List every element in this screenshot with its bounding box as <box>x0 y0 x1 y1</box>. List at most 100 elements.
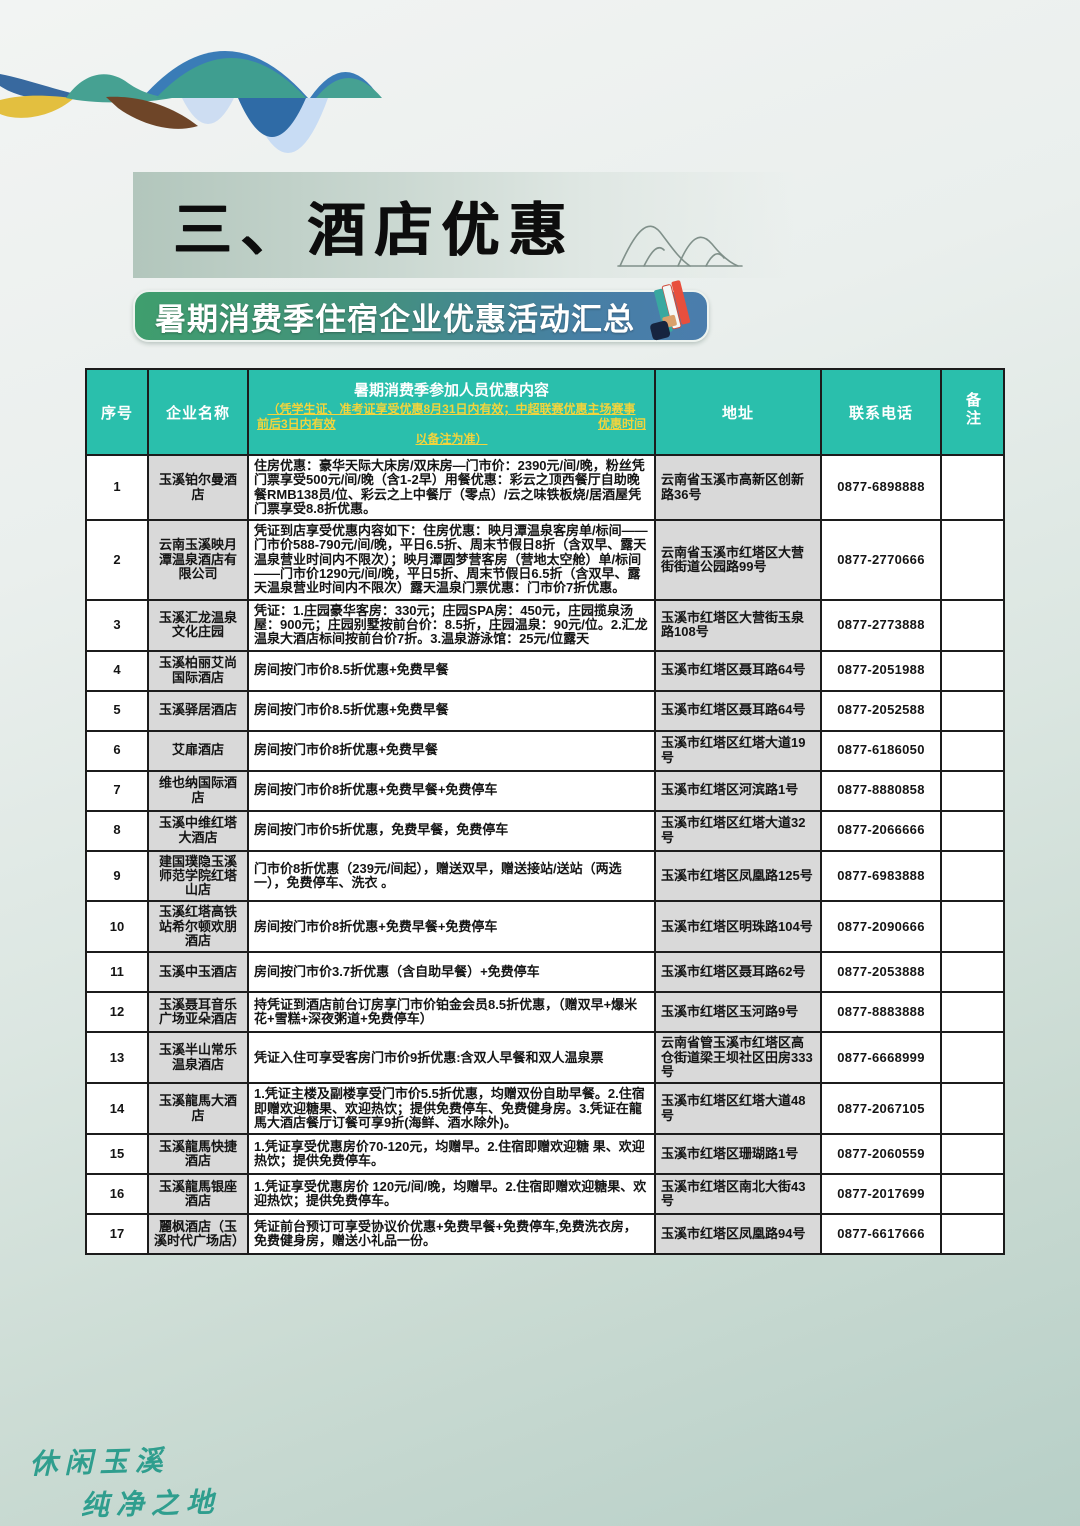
remark-cell <box>940 991 1005 1034</box>
remark-cell <box>940 809 1005 852</box>
discount-content: 门市价8折优惠（239元/间起），赠送双早，赠送接站/送站（两选一），免费停车、… <box>247 849 656 903</box>
discount-content: 凭证前台预订可享受协议价优惠+免费早餐+免费停车,免费洗衣房，免费健身房，赠送小… <box>247 1213 656 1256</box>
row-number: 13 <box>85 1031 149 1085</box>
remark-cell <box>940 1082 1005 1136</box>
table-row: 1 玉溪铂尔曼酒店 住房优惠：豪华天际大床房/双床房—门市价：2390元/间/晚，粉… <box>85 453 1005 522</box>
hotel-phone: 0877-6898888 <box>820 453 942 522</box>
row-number: 3 <box>85 598 149 652</box>
hotel-name: 玉溪龍馬快捷酒店 <box>147 1133 249 1176</box>
hotel-address: 玉溪市红塔区聂耳路64号 <box>654 649 822 692</box>
hotel-address: 玉溪市红塔区大营街玉泉路108号 <box>654 598 822 652</box>
discount-content: 凭证到店享受优惠内容如下：住房优惠：映月潭温泉客房单/标间——门市价588-79… <box>247 519 656 601</box>
row-number: 12 <box>85 991 149 1034</box>
hotel-phone: 0877-2066666 <box>820 809 942 852</box>
hotel-name: 维也纳国际酒店 <box>147 769 249 812</box>
column-header-address: 地址 <box>654 368 822 456</box>
row-number: 10 <box>85 900 149 954</box>
discount-content: 房间按门市价8.5折优惠+免费早餐 <box>247 649 656 692</box>
table-row: 5 玉溪驿居酒店 房间按门市价8.5折优惠+免费早餐 玉溪市红塔区聂耳路64号 0877… <box>85 689 1005 732</box>
hotel-phone: 0877-6983888 <box>820 849 942 903</box>
row-number: 6 <box>85 729 149 772</box>
row-number: 7 <box>85 769 149 812</box>
remark-cell <box>940 649 1005 692</box>
hotel-address: 玉溪市红塔区南北大街43号 <box>654 1173 822 1216</box>
hotel-address: 玉溪市红塔区玉河路9号 <box>654 991 822 1034</box>
row-number: 11 <box>85 951 149 994</box>
hotel-phone: 0877-2067105 <box>820 1082 942 1136</box>
hotel-address: 玉溪市红塔区聂耳路62号 <box>654 951 822 994</box>
column-header-phone: 联系电话 <box>820 368 942 456</box>
hotel-phone: 0877-2773888 <box>820 598 942 652</box>
section-title: 三、酒店优惠 <box>173 198 576 263</box>
hotel-address: 玉溪市红塔区明珠路104号 <box>654 900 822 954</box>
table-row: 9 建国璞隐玉溪师范学院红塔山店 门市价8折优惠（239元/间起），赠送双早，赠送接… <box>85 849 1005 903</box>
remark-cell <box>940 1173 1005 1216</box>
hotel-address: 玉溪市红塔区红塔大道32号 <box>654 809 822 852</box>
discount-content: 持凭证到酒店前台订房享门市价铂金会员8.5折优惠，（赠双早+爆米花+雪糕+深夜粥… <box>247 991 656 1034</box>
table-row: 12 玉溪聂耳音乐广场亚朵酒店 持凭证到酒店前台订房享门市价铂金会员8.5折优惠，（… <box>85 991 1005 1034</box>
row-number: 1 <box>85 453 149 522</box>
wave-decoration <box>0 51 382 153</box>
hotel-address: 云南省玉溪市高新区创新路36号 <box>654 453 822 522</box>
remark-cell <box>940 598 1005 652</box>
hotel-address: 玉溪市红塔区红塔大道19号 <box>654 729 822 772</box>
hotel-name: 玉溪中玉酒店 <box>147 951 249 994</box>
hotel-address: 玉溪市红塔区红塔大道48号 <box>654 1082 822 1136</box>
table-row: 8 玉溪中维红塔大酒店 房间按门市价5折优惠，免费早餐，免费停车 玉溪市红塔区红塔大道… <box>85 809 1005 852</box>
remark-cell <box>940 1213 1005 1256</box>
hotel-phone: 0877-2060559 <box>820 1133 942 1176</box>
column-header-name: 企业名称 <box>147 368 249 456</box>
remark-cell <box>940 519 1005 601</box>
table-header-row: 序号 企业名称 暑期消费季参加人员优惠内容 （凭学生证、准考证享受优惠8月31日… <box>85 368 1005 456</box>
row-number: 17 <box>85 1213 149 1256</box>
table-row: 6 艾扉酒店 房间按门市价8折优惠+免费早餐 玉溪市红塔区红塔大道19号 0877-61… <box>85 729 1005 772</box>
hotel-address: 玉溪市红塔区河滨路1号 <box>654 769 822 812</box>
table-row: 10 玉溪红塔高铁站希尔顿欢朋酒店 房间按门市价8折优惠+免费早餐+免费停车 玉溪市红… <box>85 900 1005 954</box>
row-number: 14 <box>85 1082 149 1136</box>
row-number: 16 <box>85 1173 149 1216</box>
hotel-address: 玉溪市红塔区聂耳路64号 <box>654 689 822 732</box>
hotel-name: 玉溪铂尔曼酒店 <box>147 453 249 522</box>
subtitle-text: 暑期消费季住宿企业优惠活动汇总 <box>155 301 635 337</box>
discount-content: 1.凭证享受优惠房价70-120元，均赠早。2.住宿即赠欢迎糖 果、欢迎热饮；提… <box>247 1133 656 1176</box>
row-number: 5 <box>85 689 149 732</box>
hotel-phone: 0877-6186050 <box>820 729 942 772</box>
column-header-remark: 备注 <box>940 368 1005 456</box>
table-row: 2 云南玉溪映月潭温泉酒店有限公司 凭证到店享受优惠内容如下：住房优惠：映月潭温泉客… <box>85 519 1005 601</box>
table-row: 14 玉溪龍馬大酒店 1.凭证主楼及副楼享受门市价5.5折优惠，均赠双份自助早餐。2… <box>85 1082 1005 1136</box>
remark-cell <box>940 849 1005 903</box>
hotel-name: 玉溪龍馬大酒店 <box>147 1082 249 1136</box>
remark-cell <box>940 900 1005 954</box>
row-number: 9 <box>85 849 149 903</box>
hotel-phone: 0877-2053888 <box>820 951 942 994</box>
hotel-phone: 0877-6617666 <box>820 1213 942 1256</box>
remark-cell <box>940 453 1005 522</box>
discount-content: 凭证：1.庄园豪华客房：330元；庄园SPA房：450元，庄园揽泉汤屋：900元… <box>247 598 656 652</box>
hotel-name: 建国璞隐玉溪师范学院红塔山店 <box>147 849 249 903</box>
discount-content: 房间按门市价3.7折优惠（含自助早餐）+免费停车 <box>247 951 656 994</box>
hand-tickets-icon <box>650 280 691 341</box>
discount-content: 凭证入住可享受客房门市价9折优惠:含双人早餐和双人温泉票 <box>247 1031 656 1085</box>
remark-cell <box>940 689 1005 732</box>
discount-content: 房间按门市价8.5折优惠+免费早餐 <box>247 689 656 732</box>
table-row: 13 玉溪半山常乐温泉酒店 凭证入住可享受客房门市价9折优惠:含双人早餐和双人温泉票… <box>85 1031 1005 1085</box>
row-number: 8 <box>85 809 149 852</box>
table-row: 7 维也纳国际酒店 房间按门市价8折优惠+免费早餐+免费停车 玉溪市红塔区河滨路1号 0… <box>85 769 1005 812</box>
hotel-address: 玉溪市红塔区珊瑚路1号 <box>654 1133 822 1176</box>
hotel-offers-table: 序号 企业名称 暑期消费季参加人员优惠内容 （凭学生证、准考证享受优惠8月31日… <box>85 368 1005 1256</box>
hotel-phone: 0877-8883888 <box>820 991 942 1034</box>
hotel-name: 麗枫酒店（玉溪时代广场店） <box>147 1213 249 1256</box>
hotel-name: 玉溪红塔高铁站希尔顿欢朋酒店 <box>147 900 249 954</box>
discount-content: 房间按门市价8折优惠+免费早餐+免费停车 <box>247 900 656 954</box>
hotel-name: 玉溪中维红塔大酒店 <box>147 809 249 852</box>
section-title-banner: 三、酒店优惠 <box>133 172 795 278</box>
row-number: 4 <box>85 649 149 692</box>
hotel-address: 云南省管玉溪市红塔区高仓街道梁王坝社区田房333号 <box>654 1031 822 1085</box>
column-header-no: 序号 <box>85 368 149 456</box>
hotel-name: 艾扉酒店 <box>147 729 249 772</box>
table-row: 17 麗枫酒店（玉溪时代广场店） 凭证前台预订可享受协议价优惠+免费早餐+免费停车,… <box>85 1213 1005 1256</box>
remark-cell <box>940 729 1005 772</box>
hotel-address: 云南省玉溪市红塔区大营街街道公园路99号 <box>654 519 822 601</box>
hotel-name: 玉溪汇龙温泉文化庄园 <box>147 598 249 652</box>
